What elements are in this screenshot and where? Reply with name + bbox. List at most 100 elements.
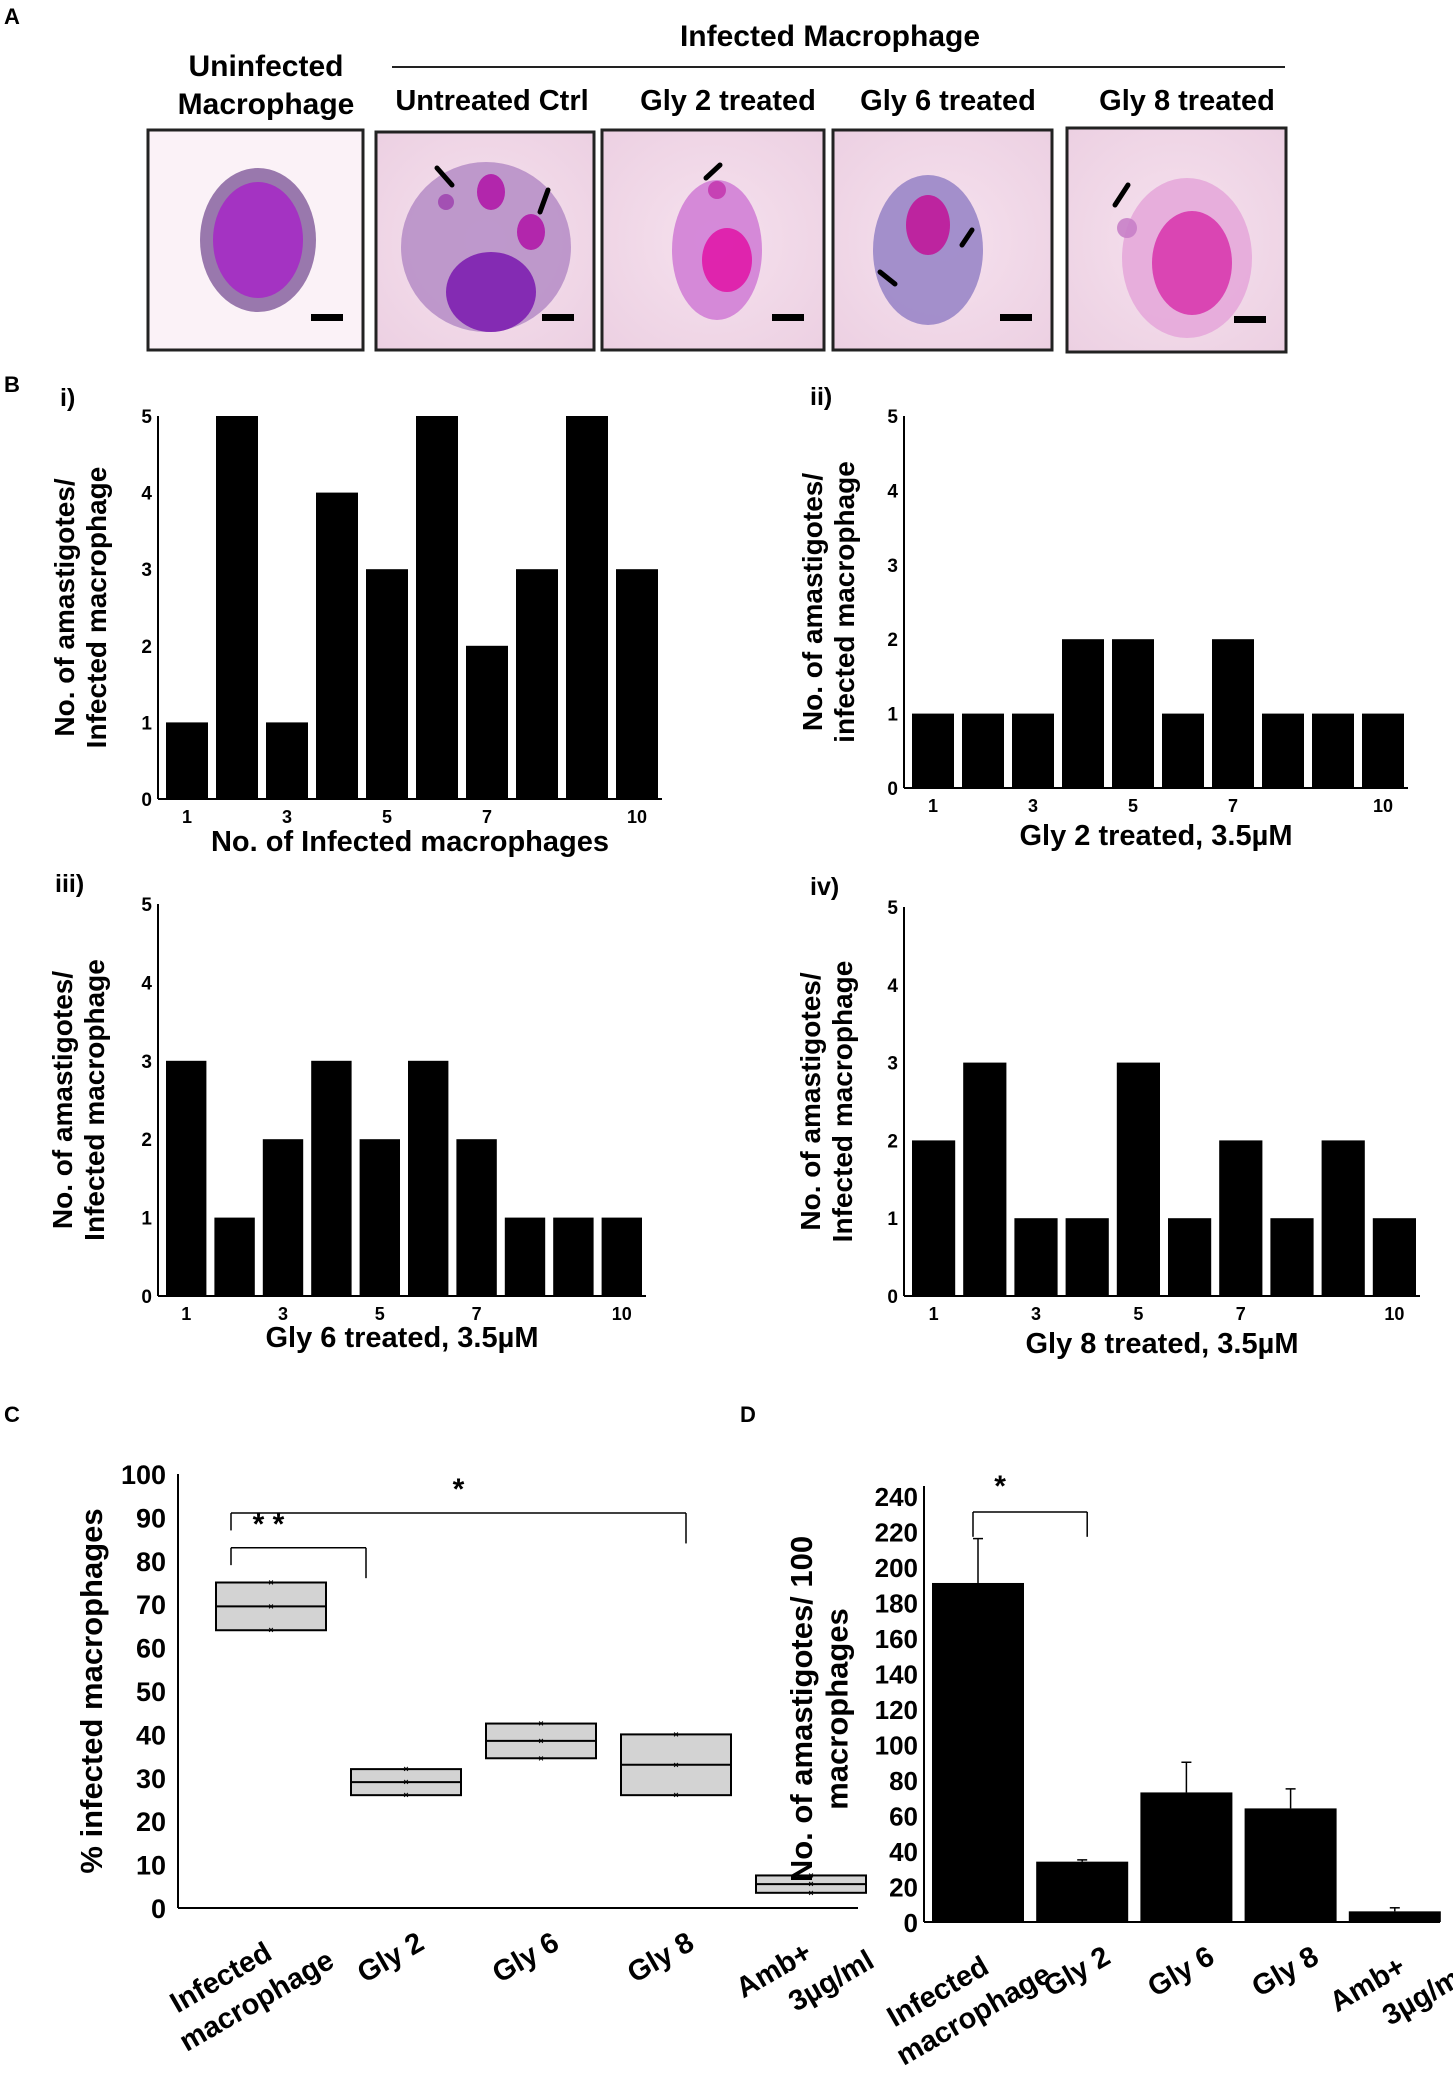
y-tick-label: 0 (141, 790, 152, 811)
y-axis-label: No. of amastigotes/ (797, 473, 828, 731)
bar-5 (366, 569, 408, 799)
image-label-gly2: Gly 2 treated (640, 85, 816, 117)
x-axis-label: Gly 8 treated, 3.5µM (1026, 1328, 1299, 1360)
uninfected-label-2: Macrophage (178, 88, 355, 121)
data-point-marker: × (268, 1601, 273, 1611)
panel-roman-numeral: iv) (810, 873, 839, 901)
y-tick-label: 4 (141, 484, 152, 505)
x-tick-label: 3 (282, 807, 292, 827)
y-tick-label: 1 (887, 705, 898, 726)
significance-label: * (994, 1470, 1006, 1503)
y-tick-label: 160 (875, 1624, 918, 1654)
panel-label-b: B (4, 372, 20, 397)
bar-2 (216, 416, 258, 799)
bar-7 (1219, 1140, 1263, 1296)
bar-6 (1168, 1218, 1212, 1296)
y-tick-label: 3 (887, 556, 898, 577)
cell-stain (446, 252, 536, 332)
data-point-marker: × (673, 1760, 678, 1770)
x-tick-label: 10 (627, 807, 647, 827)
bar-10 (601, 1217, 642, 1296)
bar-4 (1065, 1218, 1109, 1296)
infected-group-title: Infected Macrophage (680, 20, 980, 53)
x-tick-label-group: Gly 8 (622, 1926, 699, 1989)
y-axis-label: No. of amastigotes/ (795, 972, 826, 1230)
bar-1 (1036, 1861, 1129, 1922)
x-tick-label: Gly 8 (1247, 1940, 1324, 2003)
scale-bar (1000, 314, 1032, 321)
y-tick-label: 180 (875, 1589, 918, 1619)
scale-bar (772, 314, 804, 321)
x-tick-label: Gly 6 (487, 1926, 564, 1989)
y-axis-label: % infected macrophages (74, 1508, 109, 1873)
x-tick-label: 3 (1031, 1304, 1041, 1324)
y-tick-label: 0 (141, 1287, 152, 1308)
y-tick-label: 60 (889, 1802, 918, 1832)
micrograph-image-2 (374, 130, 596, 352)
y-tick-label: 80 (889, 1766, 918, 1796)
y-tick-label: 0 (887, 1287, 898, 1308)
bar-1 (166, 722, 208, 799)
arrow-icon (703, 162, 723, 181)
x-axis-label: No. of Infected macrophages (211, 826, 609, 858)
bar-3 (262, 1139, 304, 1296)
y-tick-label: 20 (136, 1807, 166, 1837)
x-tick-label: 5 (382, 807, 392, 827)
y-axis-label: No. of amastigotes/ 100 (784, 1536, 819, 1882)
bar-7 (466, 645, 508, 799)
data-point-marker: × (268, 1625, 273, 1635)
bar-10 (616, 569, 658, 799)
data-point-marker: × (808, 1888, 813, 1898)
image-label-gly8: Gly 8 treated (1099, 85, 1275, 117)
arrow-icon (1112, 182, 1131, 208)
x-tick-label: 7 (472, 1304, 482, 1324)
panel-a: Infected Macrophage Uninfected Macrophag… (146, 20, 1288, 354)
x-tick-label: 3 (278, 1304, 288, 1324)
y-tick-label: 220 (875, 1518, 918, 1548)
y-tick-label: 4 (887, 481, 898, 502)
y-tick-label: 2 (887, 630, 898, 651)
bar-3 (1244, 1808, 1337, 1922)
y-tick-label: 2 (887, 1131, 898, 1152)
image-label-gly6: Gly 6 treated (860, 85, 1036, 117)
y-axis-label: Infected macrophage (827, 961, 858, 1243)
micrograph-image-4 (831, 128, 1054, 352)
x-tick-label-group: Gly 6 (487, 1926, 564, 1989)
y-tick-label: 3 (887, 1054, 898, 1075)
scale-bar (311, 314, 343, 321)
arrow-icon (434, 165, 455, 188)
data-point-marker: × (403, 1790, 408, 1800)
x-tick-label: 10 (612, 1304, 632, 1324)
x-tick-label-group: Gly 6 (1142, 1940, 1219, 2003)
y-axis-label: No. of amastigotes/ (47, 971, 78, 1229)
y-tick-label: 5 (141, 895, 152, 916)
bar-10 (1362, 713, 1404, 788)
bar-4 (316, 492, 358, 799)
panel-label-c: C (4, 1402, 20, 1427)
cell-stain (517, 214, 545, 250)
cell-stain (477, 174, 505, 210)
data-point-marker: × (538, 1753, 543, 1763)
x-tick-label: 3 (1028, 796, 1038, 816)
data-point-marker: × (673, 1790, 678, 1800)
bar-chart-D: 0 20 40 60 80 100 120 140 160 180 200 220 240 Infecte… (784, 1470, 1453, 2072)
panel-roman-numeral: i) (60, 384, 75, 412)
x-tick-label: 1 (929, 1304, 939, 1324)
y-tick-label: 3 (141, 1052, 152, 1073)
y-tick-label: 70 (136, 1590, 166, 1620)
bar-8 (516, 569, 558, 799)
bar-3 (1012, 713, 1054, 788)
x-tick-label: 7 (1228, 796, 1238, 816)
y-tick-label: 0 (904, 1908, 918, 1938)
bar-9 (553, 1217, 594, 1296)
bar-chart-B-ii: ii) 0 1 2 3 4 5 1 3 5 7 10 Gly 2 treated, 3.5µM No. o… (797, 383, 1408, 852)
bar-6 (416, 416, 458, 799)
x-tick-label: Gly 2 (352, 1926, 429, 1989)
x-tick-label: 10 (1384, 1304, 1404, 1324)
x-tick-label: Gly 8 (622, 1926, 699, 1989)
y-tick-label: 1 (141, 1209, 152, 1230)
significance-label: * (453, 1473, 465, 1506)
x-tick-label: 7 (1236, 1304, 1246, 1324)
cell-stain (702, 228, 752, 292)
